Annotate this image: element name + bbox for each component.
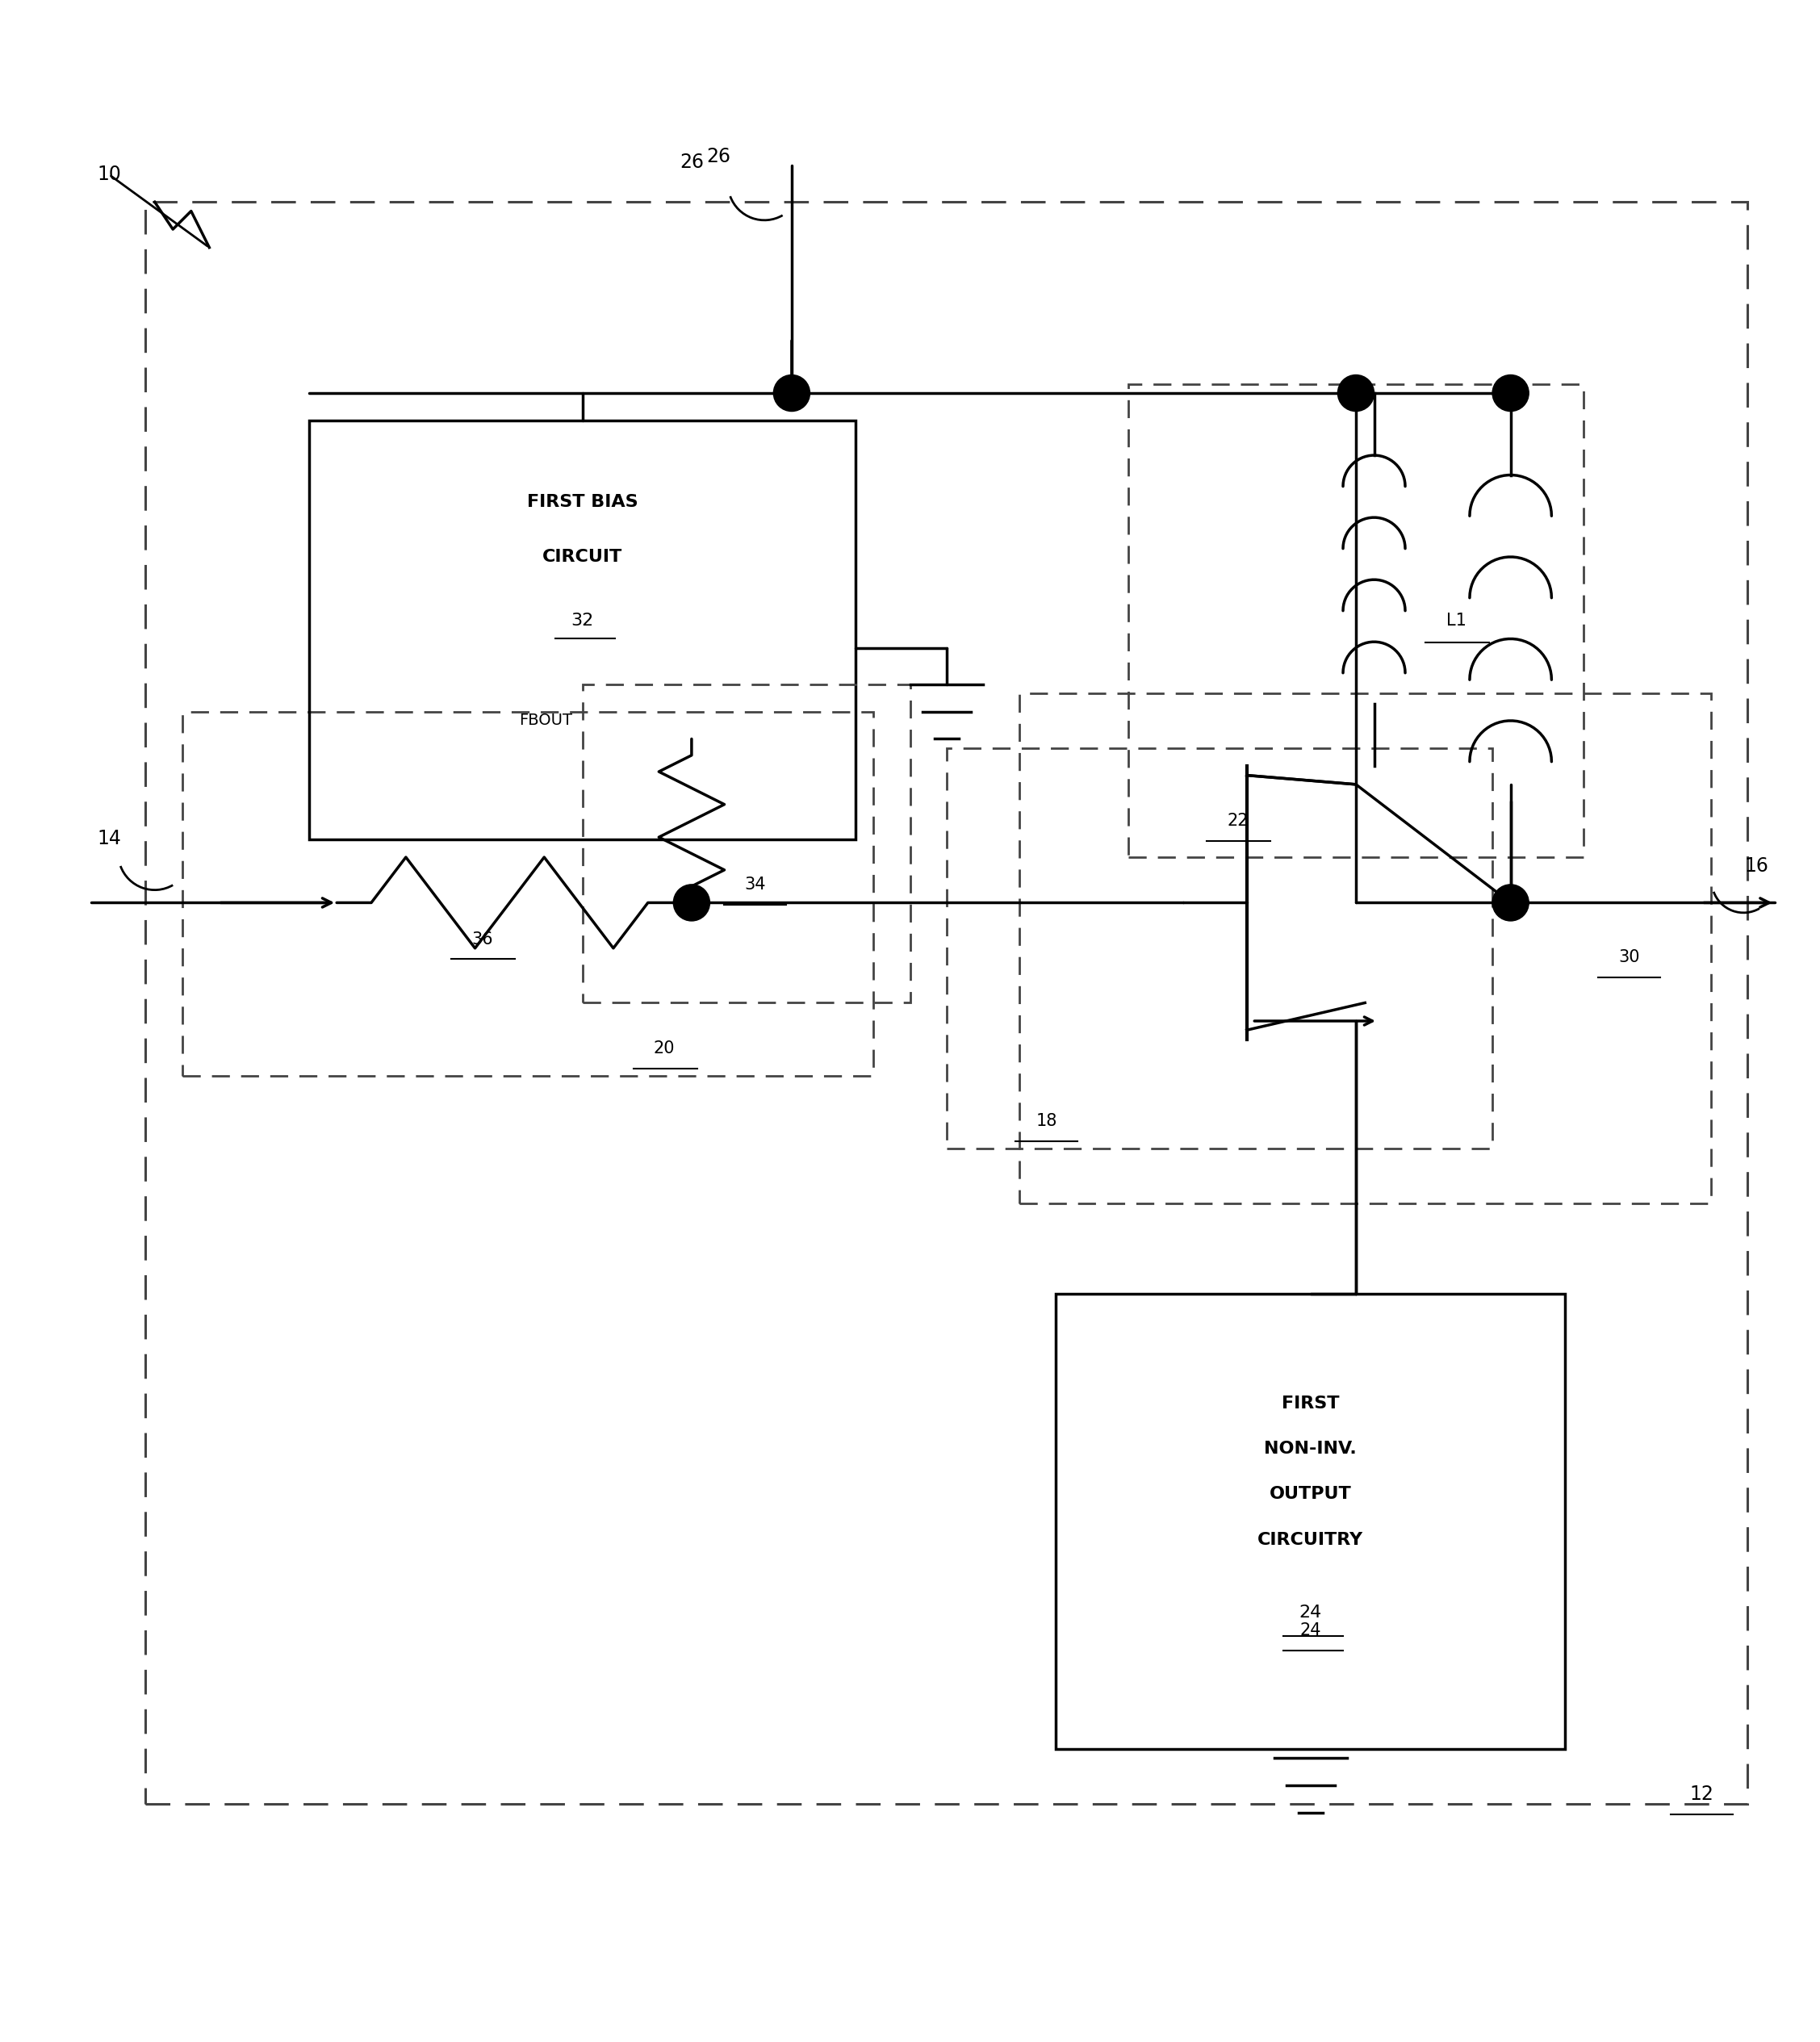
Text: OUTPUT: OUTPUT [1269,1487,1352,1503]
Text: 16: 16 [1744,856,1769,876]
Text: 36: 36 [471,931,493,947]
Text: 26: 26 [706,147,732,165]
Text: 34: 34 [744,876,766,892]
Text: CIRCUITRY: CIRCUITRY [1258,1532,1363,1548]
Circle shape [1492,376,1529,410]
Text: FBOUT: FBOUT [519,713,573,729]
Text: FIRST: FIRST [1281,1395,1340,1411]
Text: 32: 32 [571,613,593,629]
Text: 24: 24 [1299,1605,1321,1621]
Text: 14: 14 [96,829,122,849]
Text: 22: 22 [1227,813,1249,829]
Circle shape [1492,884,1529,921]
Text: 12: 12 [1689,1785,1714,1805]
Text: CIRCUIT: CIRCUIT [542,549,622,566]
Text: L1: L1 [1445,613,1467,629]
Text: 30: 30 [1618,950,1640,966]
Text: 10: 10 [96,165,122,184]
Circle shape [673,884,710,921]
Text: 20: 20 [653,1039,675,1056]
Text: 26: 26 [679,153,704,172]
Text: 24: 24 [1299,1623,1321,1640]
Text: 18: 18 [1036,1113,1057,1129]
Circle shape [774,376,810,410]
Text: NON-INV.: NON-INV. [1265,1442,1356,1456]
Text: FIRST BIAS: FIRST BIAS [526,494,639,510]
Circle shape [1338,376,1374,410]
